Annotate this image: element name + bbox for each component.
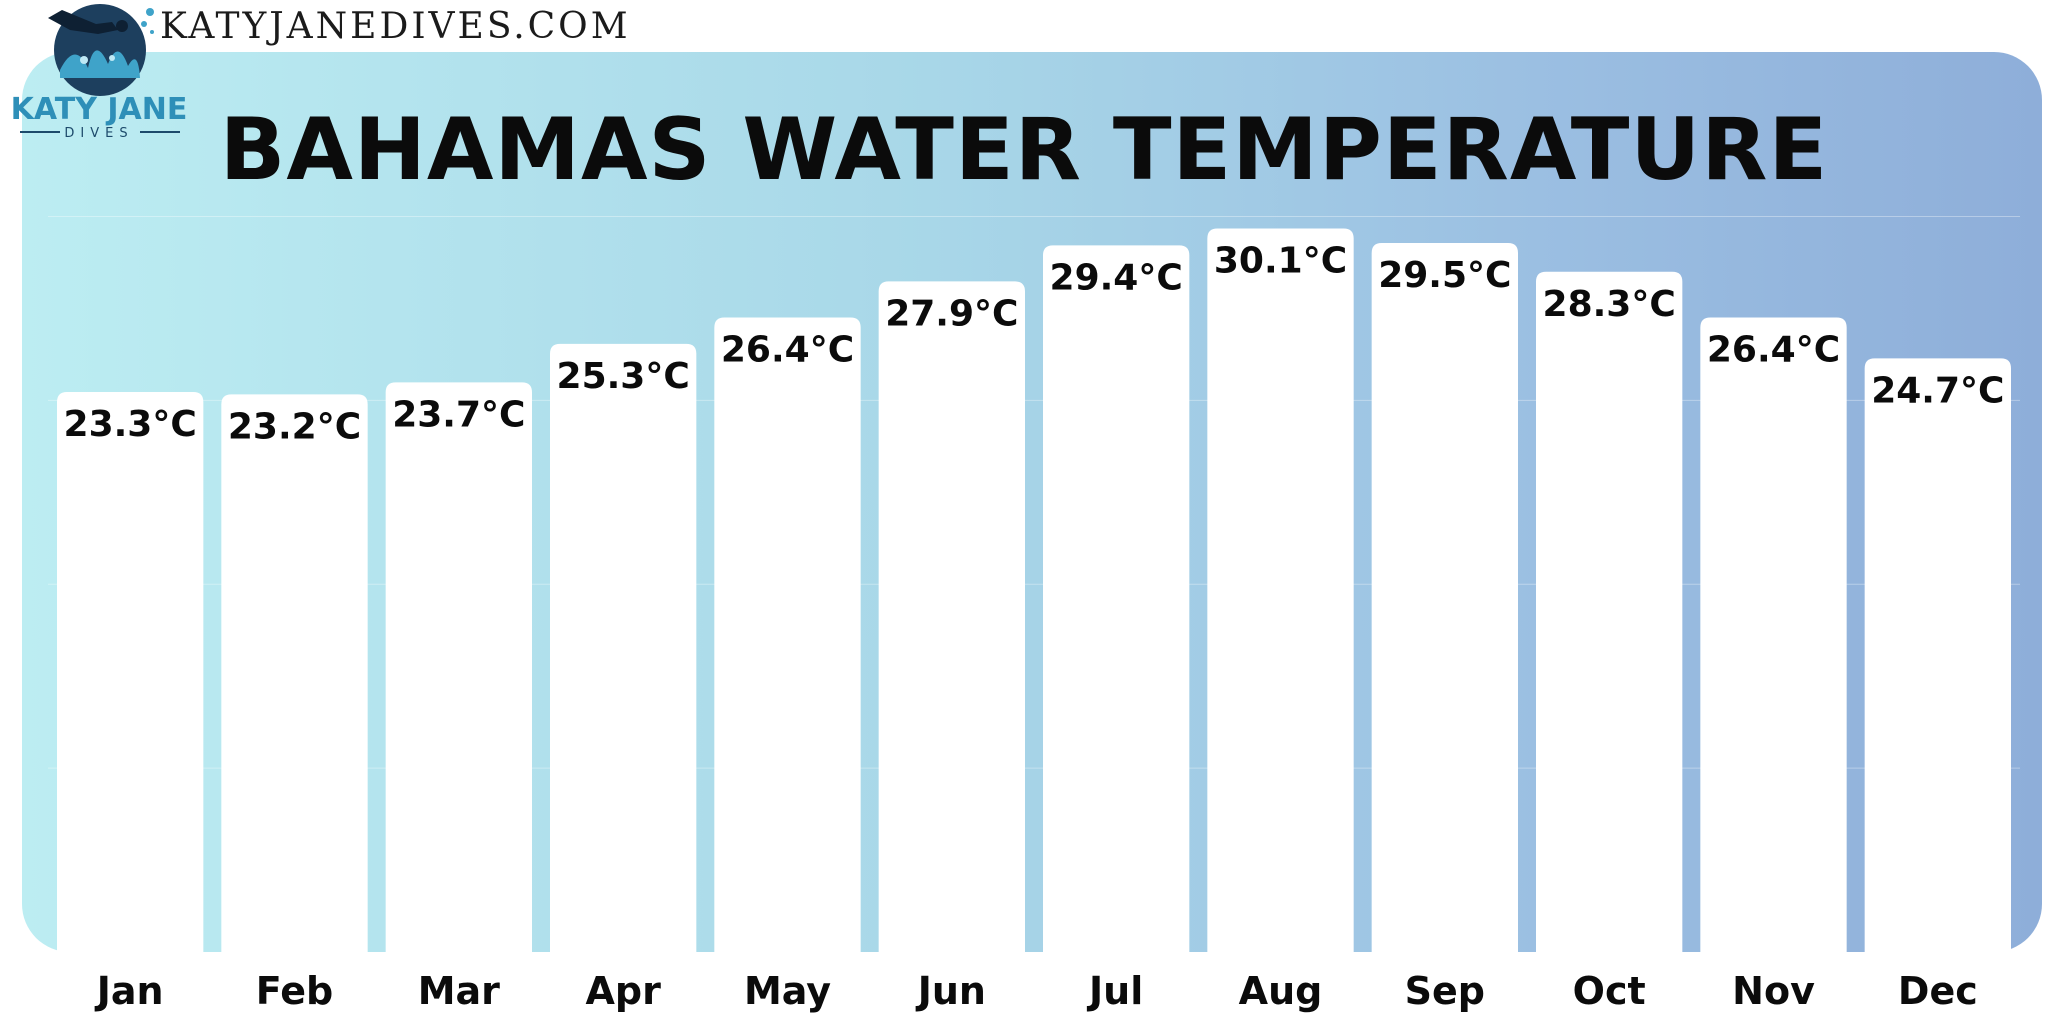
month-label-aug: Aug bbox=[1239, 969, 1323, 1013]
month-label-oct: Oct bbox=[1573, 969, 1646, 1013]
bar-jan bbox=[57, 391, 204, 953]
bar-mar bbox=[385, 382, 532, 952]
value-label-may: 26.4°C bbox=[721, 329, 854, 370]
value-label-jun: 27.9°C bbox=[885, 293, 1018, 334]
bar-nov bbox=[1700, 317, 1847, 952]
site-url[interactable]: KATYJANEDIVES.COM bbox=[160, 6, 631, 47]
bar-apr bbox=[550, 343, 697, 952]
gridlines bbox=[48, 216, 2020, 769]
month-label-may: May bbox=[744, 969, 831, 1013]
value-labels: 23.3°C 23.2°C 23.7°C 25.3°C 26.4°C 27.9°C 29.4… bbox=[64, 241, 2005, 448]
value-label-jul: 29.4°C bbox=[1050, 257, 1183, 298]
bar-feb bbox=[221, 394, 368, 952]
value-label-nov: 26.4°C bbox=[1707, 329, 1840, 370]
month-label-mar: Mar bbox=[418, 969, 500, 1013]
bar-dec bbox=[1864, 358, 2011, 952]
value-label-apr: 25.3°C bbox=[557, 356, 690, 397]
value-label-aug: 30.1°C bbox=[1214, 241, 1347, 282]
logo-sub: DIVES bbox=[64, 126, 134, 141]
value-label-feb: 23.2°C bbox=[228, 406, 361, 447]
chart-title: BAHAMAS WATER TEMPERATURE bbox=[219, 100, 1829, 200]
bar-sep bbox=[1371, 242, 1518, 952]
value-label-jan: 23.3°C bbox=[64, 404, 197, 445]
value-label-mar: 23.7°C bbox=[392, 394, 525, 435]
bar-aug bbox=[1207, 228, 1354, 953]
month-label-jul: Jul bbox=[1086, 969, 1143, 1013]
month-label-jan: Jan bbox=[94, 969, 164, 1013]
bar-jun bbox=[878, 281, 1025, 953]
month-label-jun: Jun bbox=[915, 969, 986, 1013]
logo-name: KATY JANE bbox=[10, 92, 188, 127]
value-label-oct: 28.3°C bbox=[1543, 284, 1676, 325]
month-label-apr: Apr bbox=[585, 969, 661, 1013]
month-labels: Jan Feb Mar Apr May Jun Jul Aug Sep Oct Nov Dec bbox=[94, 969, 1978, 1013]
bar-may bbox=[714, 317, 861, 952]
month-label-sep: Sep bbox=[1405, 969, 1485, 1013]
bar-oct bbox=[1536, 271, 1683, 952]
month-label-dec: Dec bbox=[1898, 969, 1978, 1013]
logo: KATY JANE DIVES bbox=[0, 0, 200, 150]
month-label-nov: Nov bbox=[1732, 969, 1815, 1013]
diver-coral-logo-icon bbox=[20, 4, 180, 133]
month-label-feb: Feb bbox=[256, 969, 333, 1013]
value-label-dec: 24.7°C bbox=[1871, 370, 2004, 411]
value-label-sep: 29.5°C bbox=[1378, 255, 1511, 296]
bar-jul bbox=[1043, 245, 1190, 953]
bars bbox=[57, 228, 2011, 953]
